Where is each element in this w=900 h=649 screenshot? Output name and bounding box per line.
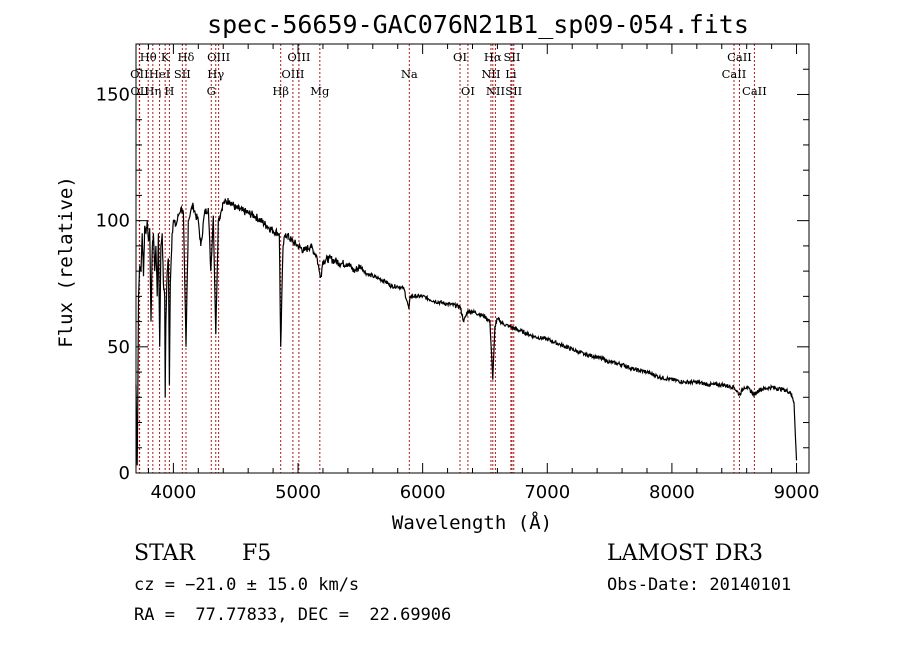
- line-label: CaII: [742, 84, 767, 98]
- line-label: Hα: [484, 50, 502, 64]
- y-tick-label: 150: [96, 84, 130, 105]
- line-label: OI: [453, 50, 467, 64]
- x-axis-ticks: 4000 5000 6000 7000 8000 9000: [147, 44, 820, 503]
- x-tick-label: 7000: [524, 482, 570, 503]
- line-label: NII: [481, 67, 500, 81]
- y-tick-label: 50: [107, 337, 130, 358]
- coordinates-text: RA = 77.77833, DEC = 22.69906: [134, 605, 451, 625]
- line-label: OI: [461, 84, 475, 98]
- x-tick-label: 8000: [649, 482, 695, 503]
- line-label: Hη: [144, 84, 161, 98]
- y-axis-label: Flux (relative): [55, 176, 77, 348]
- line-label: SII: [174, 67, 191, 81]
- line-label: OIII: [281, 67, 304, 81]
- x-tick-label: 4000: [150, 482, 196, 503]
- line-label: HeI: [149, 67, 170, 81]
- survey-name: LAMOST DR3: [607, 541, 763, 566]
- y-tick-label: 100: [96, 211, 130, 232]
- line-label: CaII: [727, 50, 752, 64]
- line-label: Hθ: [140, 50, 157, 64]
- line-label: H: [164, 84, 174, 98]
- line-label: OIII: [207, 50, 230, 64]
- line-label: Na: [401, 67, 418, 81]
- line-label: CaII: [722, 67, 747, 81]
- y-tick-label: 0: [119, 463, 130, 484]
- x-tick-label: 5000: [275, 482, 321, 503]
- spectrum-line: [135, 197, 798, 466]
- line-label: Li: [505, 67, 517, 81]
- line-label: OIII: [287, 50, 310, 64]
- line-label: Mg: [310, 84, 330, 98]
- object-class: STAR: [134, 541, 196, 566]
- spectral-line-markers: [138, 44, 755, 473]
- line-label: Hγ: [207, 67, 224, 81]
- y-axis-ticks: 0 50 100 150: [96, 43, 809, 484]
- x-tick-label: 6000: [400, 482, 446, 503]
- object-subclass: F5: [242, 541, 271, 566]
- redshift-text: cz = −21.0 ± 15.0 km/s: [134, 575, 359, 595]
- obs-date-text: Obs-Date: 20140101: [607, 575, 791, 595]
- line-label: NII: [486, 84, 505, 98]
- plot-frame: [135, 43, 810, 474]
- line-label: SII: [504, 50, 521, 64]
- line-label: G: [207, 84, 216, 98]
- x-tick-label: 9000: [774, 482, 820, 503]
- line-label: Hβ: [272, 84, 289, 98]
- line-label: SII: [505, 84, 522, 98]
- chart-title: spec-56659-GAC076N21B1_sp09-054.fits: [207, 10, 749, 39]
- line-label: K: [161, 50, 170, 64]
- line-label: OII: [130, 67, 149, 81]
- line-label: Hδ: [177, 50, 194, 64]
- x-axis-label: Wavelength (Å): [392, 511, 552, 534]
